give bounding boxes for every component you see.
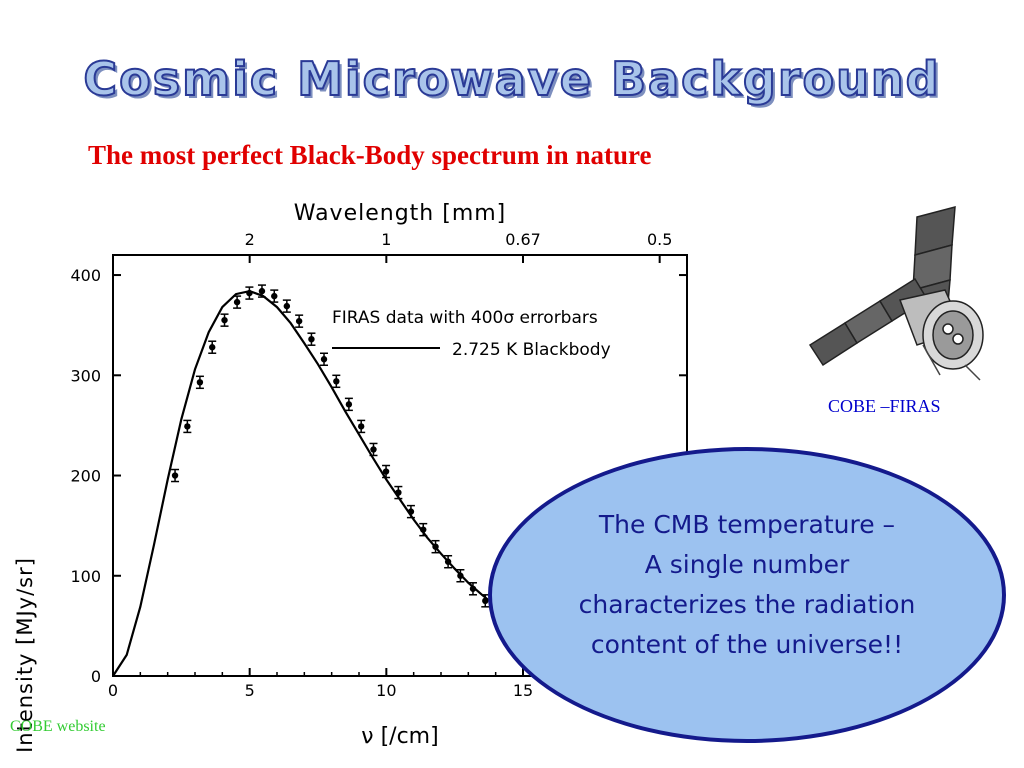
data-point: [271, 292, 278, 300]
data-point: [333, 378, 340, 385]
data-point: [395, 489, 402, 496]
data-point: [345, 401, 353, 408]
slide-title: Cosmic Microwave Background: [82, 51, 941, 107]
data-point: [295, 317, 303, 325]
data-point: [308, 336, 315, 343]
callout-text: The CMB temperature – A single number ch…: [579, 505, 916, 665]
x-tick-label: 10: [376, 681, 396, 700]
cmb-callout-bubble: The CMB temperature – A single number ch…: [488, 447, 1006, 743]
data-point: [469, 585, 477, 592]
top-tick-label: 1: [381, 230, 391, 249]
legend-entry-data: FIRAS data with 400σ errorbars: [332, 308, 598, 328]
top-tick-label: 2: [245, 230, 255, 249]
satellite-caption: COBE –FIRAS: [828, 396, 941, 416]
callout-line: A single number: [644, 550, 850, 579]
y-tick-label: 200: [70, 467, 101, 486]
top-tick-label: 0.5: [647, 230, 672, 249]
data-point: [258, 287, 266, 295]
top-tick-label: 0.67: [505, 230, 541, 249]
data-point: [283, 302, 291, 310]
x-axis-title: ν [/cm]: [361, 724, 438, 749]
cmb-spectrum-chart: 2 1 0.67 0.5 0 5 10 15 0 100 200 300 400 Wavelengt…: [13, 201, 688, 753]
y-tick-label: 100: [70, 567, 101, 586]
data-point: [196, 379, 204, 386]
data-point: [482, 597, 489, 605]
data-point: [184, 423, 191, 430]
data-point: [357, 423, 365, 430]
data-point: [209, 344, 216, 351]
data-point: [171, 472, 179, 479]
callout-line: The CMB temperature –: [598, 510, 896, 539]
data-point: [407, 508, 415, 515]
data-point: [233, 298, 241, 306]
data-point: [432, 543, 439, 550]
top-axis-title: Wavelength [mm]: [294, 201, 507, 226]
satellite-icon: [805, 205, 990, 390]
data-point: [221, 316, 228, 324]
data-point: [457, 572, 464, 579]
x-tick-label: 15: [513, 681, 533, 700]
data-point: [382, 468, 390, 475]
x-tick-label: 5: [245, 681, 255, 700]
chart-legend: FIRAS data with 400σ errorbars 2.725 K B…: [332, 308, 611, 360]
data-point: [420, 526, 427, 533]
data-point: [444, 558, 452, 565]
data-point: [320, 356, 328, 363]
x-tick-label: 0: [108, 681, 118, 700]
data-point: [246, 289, 253, 297]
legend-entry-blackbody: 2.725 K Blackbody: [452, 340, 611, 360]
slide-subtitle: The most perfect Black-Body spectrum in …: [88, 140, 652, 170]
y-tick-label: 300: [70, 366, 101, 385]
callout-line: content of the universe!!: [590, 630, 904, 659]
y-tick-label: 400: [70, 266, 101, 285]
data-point: [370, 446, 377, 453]
callout-line: characterizes the radiation: [578, 590, 916, 619]
cobe-website-link[interactable]: COBE website: [10, 718, 106, 735]
y-tick-label: 0: [91, 667, 101, 686]
y-axis-title: Intensity [MJy/sr]: [13, 557, 37, 753]
